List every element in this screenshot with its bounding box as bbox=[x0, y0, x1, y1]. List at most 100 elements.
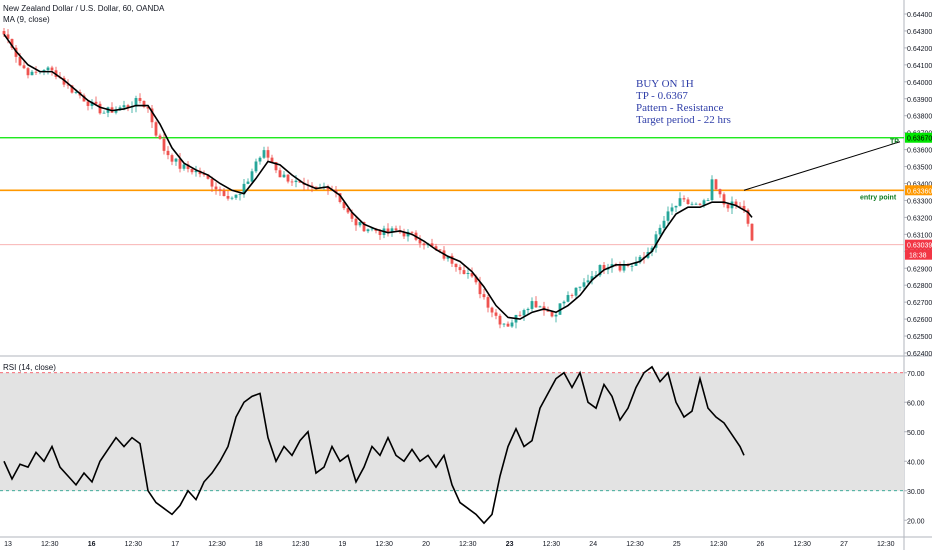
candle-body bbox=[274, 161, 278, 171]
price-tick-label: 0.62500 bbox=[907, 334, 932, 341]
candle-body bbox=[94, 101, 98, 104]
candle-body bbox=[386, 228, 390, 233]
annotation-line: Pattern - Resistance bbox=[636, 102, 724, 114]
candle-body bbox=[474, 276, 478, 283]
candle-body bbox=[102, 112, 106, 114]
candle-body bbox=[554, 314, 558, 317]
candle-body bbox=[714, 179, 718, 190]
candle-body bbox=[254, 161, 258, 172]
candle-body bbox=[446, 255, 450, 259]
candle-body bbox=[218, 189, 222, 191]
candle-body bbox=[86, 101, 90, 106]
candle-body bbox=[722, 194, 726, 205]
candle-body bbox=[630, 265, 634, 267]
candle-body bbox=[686, 199, 690, 204]
rsi-tick-label: 50.00 bbox=[907, 430, 925, 437]
time-axis-label: 12:30 bbox=[375, 541, 393, 548]
candle-body bbox=[566, 295, 570, 302]
candle-body bbox=[742, 205, 746, 210]
candle-body bbox=[690, 203, 694, 205]
candle-body bbox=[526, 308, 530, 311]
candle-body bbox=[202, 174, 206, 175]
candle-body bbox=[434, 246, 438, 250]
candle-body bbox=[10, 38, 14, 48]
candle-body bbox=[370, 228, 374, 230]
price-tick-label: 0.63100 bbox=[907, 232, 932, 239]
candle-body bbox=[670, 207, 674, 212]
time-axis-label: 26 bbox=[757, 541, 765, 548]
time-axis-label: 12:30 bbox=[292, 541, 310, 548]
candle-body bbox=[598, 265, 602, 276]
candle-body bbox=[150, 108, 154, 123]
candle-body bbox=[698, 203, 702, 205]
candle-body bbox=[402, 232, 406, 237]
rsi-tick-label: 30.00 bbox=[907, 489, 925, 496]
candle-body bbox=[454, 263, 458, 268]
time-axis-label: 20 bbox=[422, 541, 430, 548]
time-axis-label: 12:30 bbox=[626, 541, 644, 548]
candle-body bbox=[346, 208, 350, 213]
candle-body bbox=[170, 155, 174, 162]
ma-legend-label: MA (9, close) bbox=[3, 15, 50, 24]
candle-body bbox=[674, 205, 678, 208]
countdown-label: 18:38 bbox=[909, 253, 927, 260]
candle-body bbox=[50, 67, 54, 71]
tp-price-tag: 0.63670 bbox=[907, 136, 932, 143]
candle-body bbox=[350, 212, 354, 219]
candle-body bbox=[266, 150, 270, 158]
candle-body bbox=[502, 323, 506, 325]
time-axis-label: 13 bbox=[4, 541, 12, 548]
ma-line bbox=[3, 33, 753, 320]
candle-body bbox=[750, 223, 754, 241]
price-tick-label: 0.63200 bbox=[907, 215, 932, 222]
candle-body bbox=[70, 85, 74, 93]
candle-body bbox=[618, 265, 622, 271]
candle-body bbox=[558, 303, 562, 315]
candle-body bbox=[562, 301, 566, 304]
candle-body bbox=[98, 103, 102, 114]
candle-body bbox=[702, 200, 706, 205]
candle-body bbox=[262, 150, 266, 158]
candle-body bbox=[658, 227, 662, 235]
candle-body bbox=[458, 267, 462, 271]
candle-body bbox=[122, 105, 126, 108]
annotation-line: Target period - 22 hrs bbox=[636, 114, 731, 126]
candle-body bbox=[418, 239, 422, 244]
trade-annotation: BUY ON 1H TP - 0.6367 Pattern - Resistan… bbox=[636, 78, 731, 126]
candle-body bbox=[422, 243, 426, 246]
rsi-legend-label: RSI (14, close) bbox=[3, 363, 56, 372]
candle-body bbox=[290, 181, 294, 183]
tp-price-tag-box bbox=[905, 132, 932, 143]
candle-body bbox=[746, 209, 750, 224]
candle-body bbox=[582, 282, 586, 287]
candle-body bbox=[82, 95, 86, 102]
candle-body bbox=[190, 169, 194, 173]
candle-body bbox=[294, 180, 298, 183]
candle-body bbox=[710, 179, 714, 201]
candle-body bbox=[22, 65, 26, 69]
candle-body bbox=[214, 186, 218, 190]
candle-body bbox=[62, 77, 66, 85]
candle-body bbox=[234, 194, 238, 198]
price-tick-label: 0.63900 bbox=[907, 97, 932, 104]
candle-body bbox=[30, 71, 34, 76]
annotation-line: TP - 0.6367 bbox=[636, 90, 688, 102]
candle-body bbox=[250, 171, 254, 182]
candle-body bbox=[278, 170, 282, 178]
candle-body bbox=[182, 164, 186, 169]
time-axis-label: 18 bbox=[255, 541, 263, 548]
candle-body bbox=[498, 315, 502, 325]
candle-body bbox=[230, 197, 234, 199]
candle-body bbox=[338, 193, 342, 203]
candle-body bbox=[258, 157, 262, 162]
price-tick-label: 0.63600 bbox=[907, 148, 932, 155]
price-tick-label: 0.62800 bbox=[907, 283, 932, 290]
entry-price-tag-box bbox=[905, 185, 932, 196]
candle-body bbox=[18, 56, 22, 66]
time-axis-label: 24 bbox=[589, 541, 597, 548]
candle-body bbox=[574, 287, 578, 296]
candle-body bbox=[342, 202, 346, 209]
candle-body bbox=[222, 190, 226, 197]
candle-body bbox=[486, 297, 490, 308]
